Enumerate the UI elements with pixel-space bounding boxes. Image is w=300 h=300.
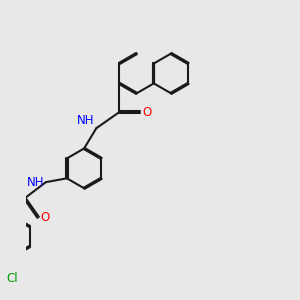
Text: NH: NH	[27, 176, 44, 189]
Text: O: O	[40, 211, 50, 224]
Text: O: O	[143, 106, 152, 118]
Text: NH: NH	[77, 114, 95, 128]
Text: Cl: Cl	[7, 272, 18, 285]
